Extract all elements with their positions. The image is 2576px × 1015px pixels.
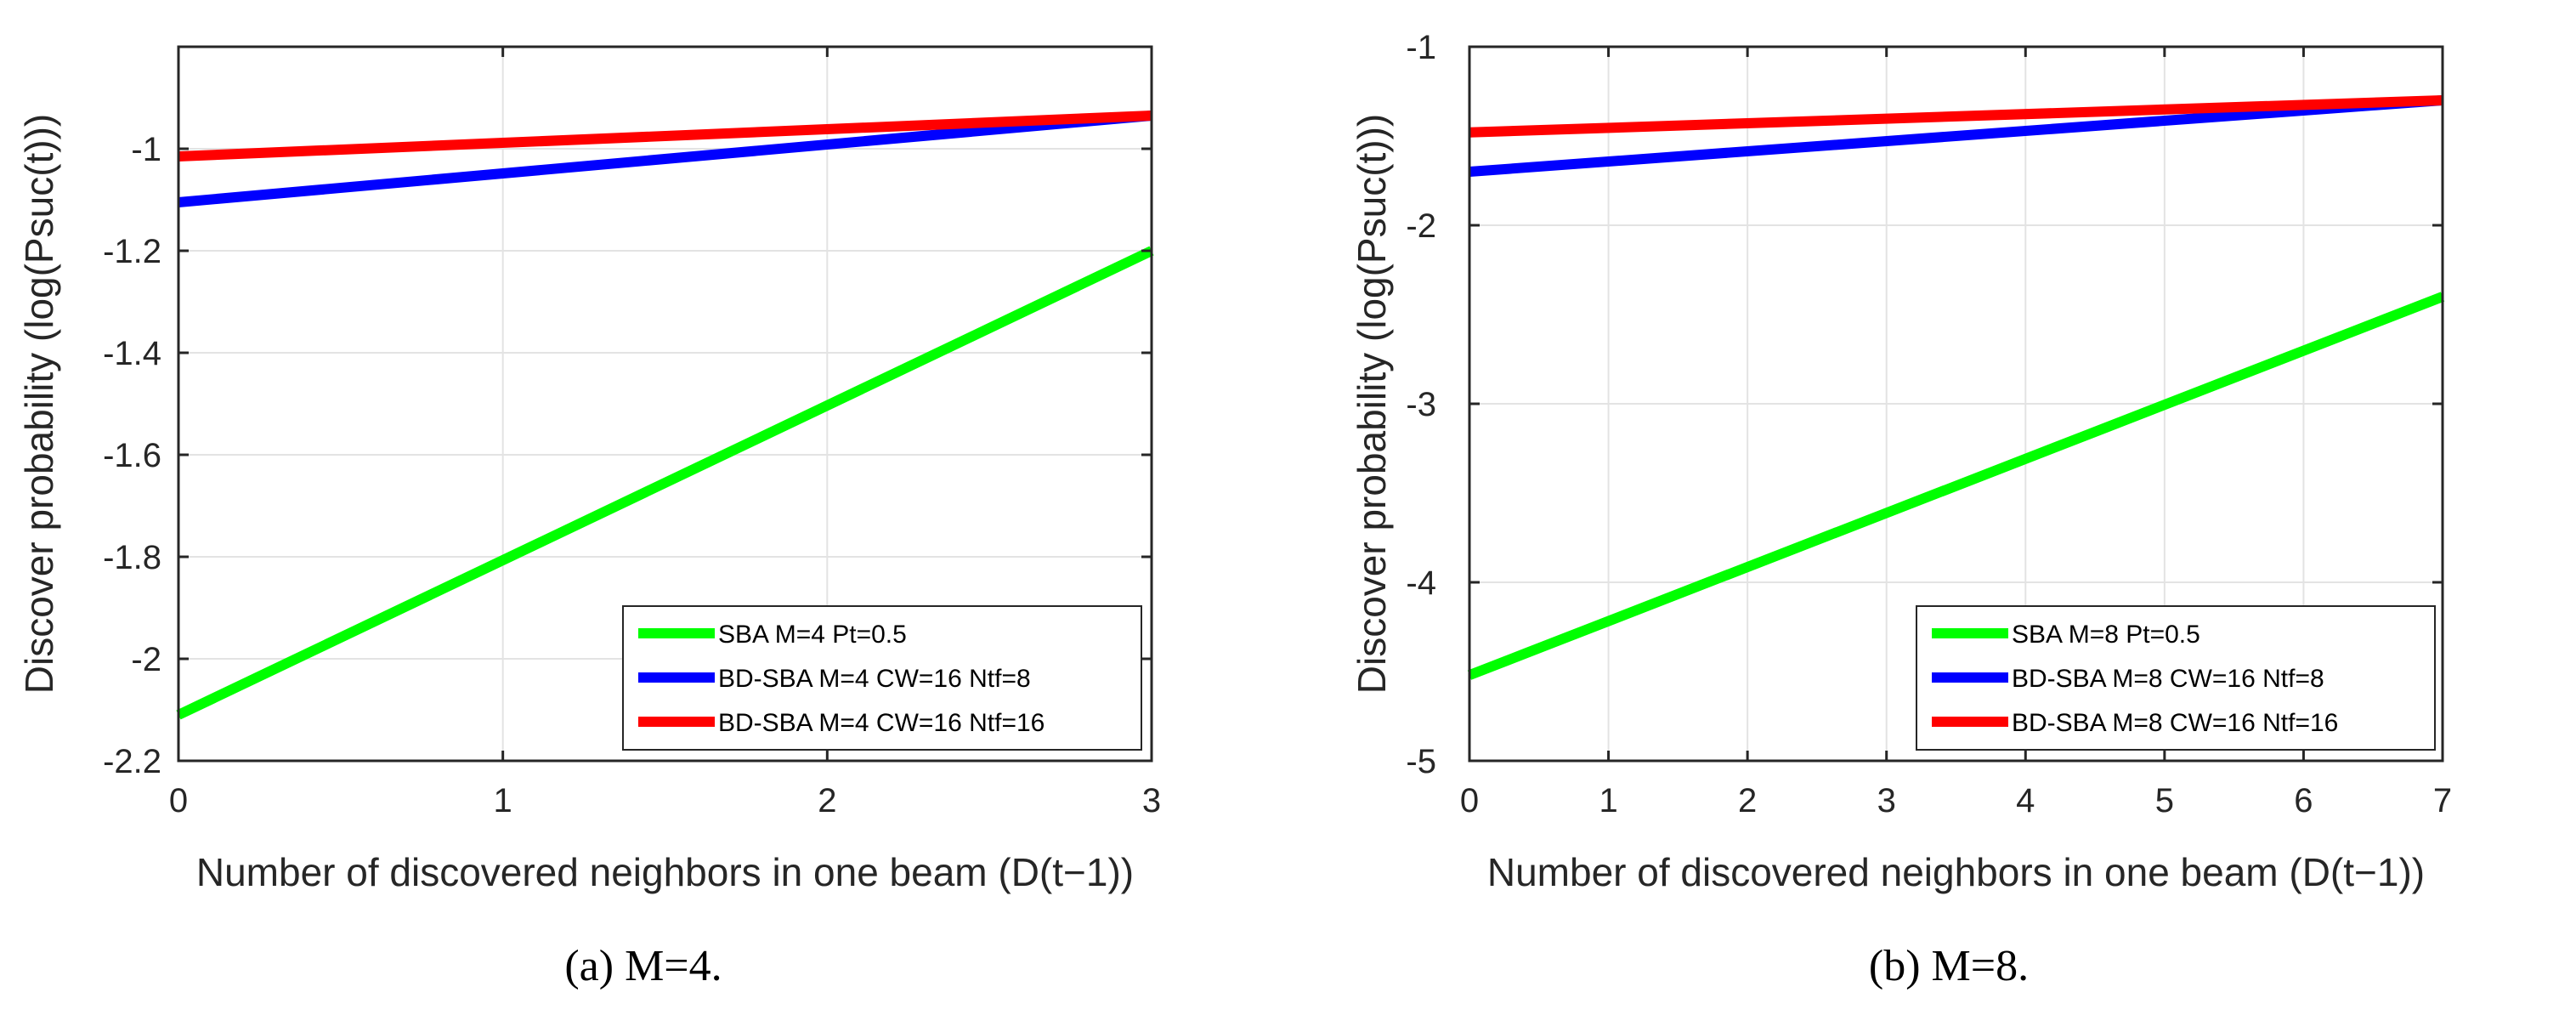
y-tick-label: -3 [1406, 386, 1436, 423]
y-tick-label: -1.6 [103, 437, 161, 474]
x-tick-label: 4 [2016, 782, 2035, 819]
series-line [178, 111, 1152, 162]
x-tick-label: 6 [2294, 782, 2313, 819]
x-tick-label: 0 [1460, 782, 1479, 819]
y-tick-label: -1 [131, 131, 161, 168]
series-line [1467, 292, 2445, 680]
x-axis-label: Number of discovered neighbors in one be… [1487, 850, 2425, 894]
x-tick-label: 2 [1738, 782, 1757, 819]
x-tick-label: 0 [169, 782, 188, 819]
series-line [176, 246, 1154, 720]
series-line [1469, 95, 2443, 138]
y-axis-label: Discover probability (log(Psuc(t))) [1350, 114, 1394, 695]
x-tick-label: 2 [818, 782, 836, 819]
y-tick-label: -2 [1406, 207, 1436, 245]
y-tick-label: -1.2 [103, 233, 161, 270]
legend-entry: BD-SBA M=8 CW=16 Ntf=16 [2012, 709, 2338, 737]
y-tick-label: -1.8 [103, 539, 161, 576]
x-tick-label: 3 [1877, 782, 1896, 819]
x-axis-label: Number of discovered neighbors in one be… [196, 850, 1134, 894]
x-tick-label: 7 [2433, 782, 2452, 819]
y-tick-label: -1.4 [103, 335, 161, 372]
y-tick-label: -4 [1406, 564, 1436, 602]
figure-caption: (a) M=4. [564, 942, 722, 990]
chart-a: 0 1 2 3 -2.2 -2 -1.8 -1.6 -1.4 -1.2 -1 Number of di… [17, 45, 1161, 990]
legend-entry: SBA M=8 Pt=0.5 [2012, 621, 2200, 649]
legend-entry: BD-SBA M=4 CW=16 Ntf=8 [718, 665, 1031, 693]
y-tick-label: -2.2 [103, 743, 161, 780]
x-tick-label: 1 [1599, 782, 1617, 819]
x-tick-label: 1 [494, 782, 512, 819]
series-line [178, 111, 1152, 207]
x-tick-label: 5 [2155, 782, 2174, 819]
y-axis-label: Discover probability (log(Psuc(t))) [17, 114, 61, 695]
series-line [1469, 95, 2443, 177]
legend-entry: BD-SBA M=8 CW=16 Ntf=8 [2012, 665, 2324, 693]
legend-entry: BD-SBA M=4 CW=16 Ntf=16 [718, 709, 1045, 737]
y-tick-label: -1 [1406, 29, 1436, 66]
x-tick-label: 3 [1142, 782, 1161, 819]
y-tick-label: -2 [131, 641, 161, 678]
chart-b: 0 1 2 3 4 5 6 7 -5 -4 -3 -2 -1 Number of discovered n… [1350, 29, 2452, 990]
figure-caption: (b) M=8. [1869, 942, 2029, 990]
legend-entry: SBA M=4 Pt=0.5 [718, 621, 907, 649]
axes-box [177, 45, 1153, 763]
y-tick-label: -5 [1406, 743, 1436, 780]
